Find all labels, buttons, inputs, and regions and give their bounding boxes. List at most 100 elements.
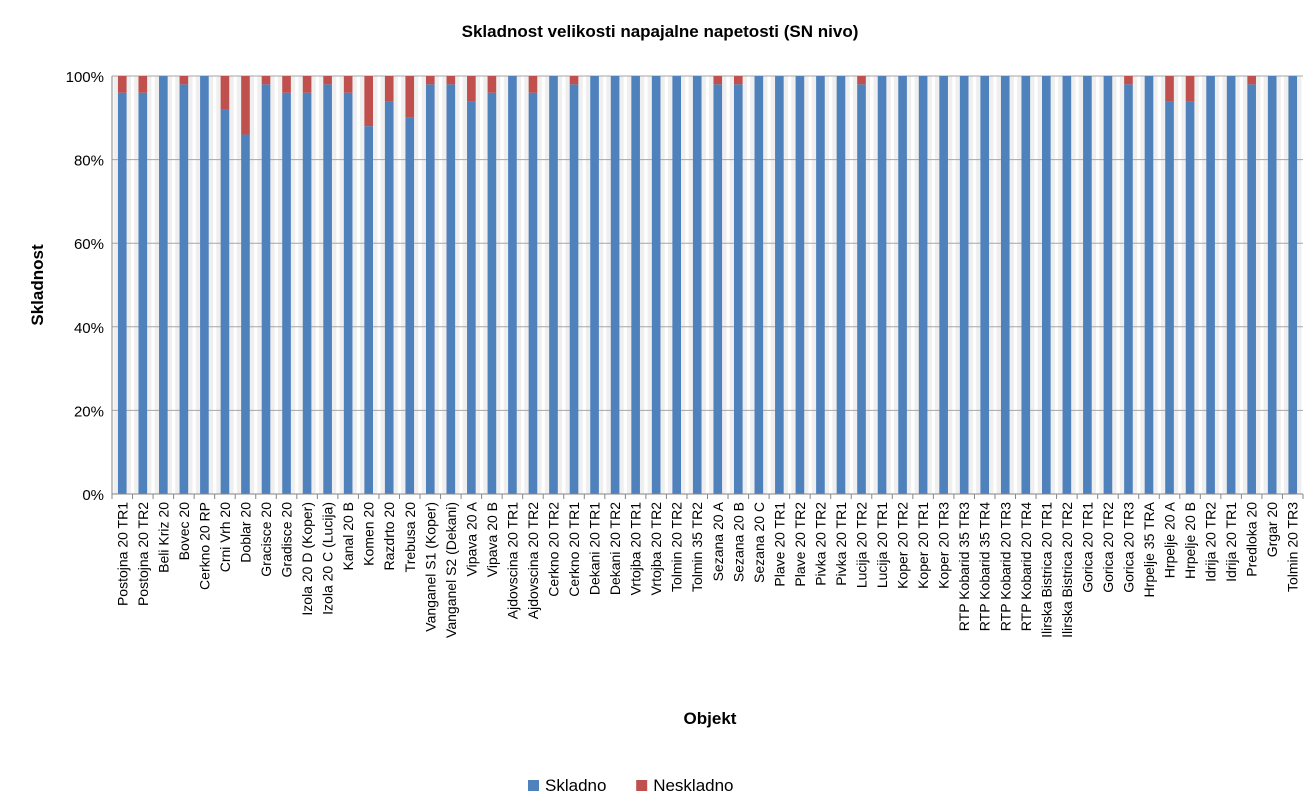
bar-skladno <box>877 76 887 494</box>
plot-background <box>113 76 1302 494</box>
y-tick-label: 40% <box>74 320 104 337</box>
bar-neskladno <box>343 76 353 93</box>
legend: Skladno Neskladno <box>528 776 734 795</box>
x-tick-label: Pivka 20 TR2 <box>812 502 828 586</box>
x-tick-label: Beli Kriz 20 <box>155 502 171 573</box>
bar-skladno <box>467 101 476 494</box>
x-tick-label: Plave 20 TR1 <box>771 502 787 587</box>
bar-skladno <box>733 84 743 495</box>
bar-skladno <box>1267 76 1277 494</box>
bar-skladno <box>651 76 661 494</box>
x-tick-label: Vanganel S1 (Koper) <box>422 502 438 632</box>
x-tick-label: RTP Kobarid 20 TR3 <box>997 502 1013 631</box>
bar-skladno <box>323 84 332 495</box>
x-tick-label: Vrtojba 20 TR1 <box>628 502 644 596</box>
bar-skladno <box>1000 76 1010 494</box>
bar-skladno <box>549 76 558 494</box>
bar-neskladno <box>138 76 148 93</box>
x-tick-label: RTP Kobarid 35 TR4 <box>977 502 993 631</box>
bar-skladno <box>220 109 230 494</box>
x-tick-label: Razdrto 20 <box>381 502 397 571</box>
y-tick-label: 80% <box>74 153 104 170</box>
legend-label: Neskladno <box>653 776 733 795</box>
bar-neskladno <box>733 76 743 85</box>
bar-skladno <box>159 76 168 494</box>
bar-skladno <box>857 84 866 495</box>
bar-skladno <box>425 84 435 495</box>
bar-skladno <box>384 101 394 494</box>
bar-skladno <box>302 92 312 494</box>
x-tick-label: Cerkno 20 TR1 <box>566 502 582 597</box>
x-tick-label: Plave 20 TR2 <box>792 502 808 587</box>
x-tick-label: Hrpelje 20 A <box>1162 501 1178 578</box>
x-tick-label: Koper 20 TR3 <box>936 502 952 589</box>
x-tick-label: Trebusa 20 <box>402 502 418 573</box>
bar-neskladno <box>261 76 271 85</box>
x-tick-label: Izola 20 C (Lucija) <box>320 502 336 615</box>
bar-skladno <box>1247 84 1256 495</box>
bar-skladno <box>898 76 907 494</box>
bar-neskladno <box>1165 76 1174 102</box>
bar-neskladno <box>569 76 579 85</box>
x-axis-label: Objekt <box>684 709 737 728</box>
bar-skladno <box>261 84 271 495</box>
bar-neskladno <box>241 76 250 135</box>
y-tick-label: 20% <box>74 403 104 420</box>
x-tick-label: Komen 20 <box>361 502 377 566</box>
bar-skladno <box>1062 76 1072 494</box>
legend-label: Skladno <box>545 776 606 795</box>
bar-skladno <box>508 76 517 494</box>
x-tick-label: Tolmin 35 TR2 <box>689 502 705 592</box>
x-tick-label: Hrpelje 35 TRA <box>1141 501 1157 597</box>
x-tick-label: Cerkno 20 TR2 <box>545 502 561 597</box>
bar-neskladno <box>117 76 127 93</box>
bar-skladno <box>795 76 805 494</box>
bar-skladno <box>672 76 682 494</box>
x-tick-label: Cerkno 20 RP <box>196 502 212 590</box>
x-tick-label: Gorica 20 TR2 <box>1100 502 1116 593</box>
x-tick-label: Sezana 20 C <box>751 502 767 583</box>
bar-skladno <box>1021 76 1031 494</box>
bar-neskladno <box>302 76 312 93</box>
bar-neskladno <box>1124 76 1133 85</box>
bar-skladno <box>713 84 723 495</box>
bar-skladno <box>918 76 928 494</box>
x-tick-label: RTP Kobarid 35 TR3 <box>956 502 972 631</box>
x-tick-label: Gorica 20 TR1 <box>1079 502 1095 593</box>
bar-neskladno <box>179 76 189 85</box>
bar-skladno <box>692 76 702 494</box>
legend-swatch <box>528 780 539 791</box>
x-tick-label: Vipava 20 B <box>484 502 500 577</box>
bar-neskladno <box>528 76 538 93</box>
x-tick-label: Ilirska Bistrica 20 TR2 <box>1059 502 1075 638</box>
bar-skladno <box>980 76 990 494</box>
bar-skladno <box>528 92 538 494</box>
x-tick-label: Vrtojba 20 TR2 <box>648 502 664 596</box>
x-tick-label: Hrpelje 20 B <box>1182 502 1198 579</box>
bar-skladno <box>1288 76 1298 494</box>
bar-skladno <box>282 92 291 494</box>
x-tick-label: Lucija 20 TR1 <box>874 502 890 588</box>
bar-skladno <box>117 92 127 494</box>
x-tick-labels: Postojna 20 TR1 Postojna 20 TR2 Beli Kriz … <box>114 501 1300 638</box>
legend-swatch <box>636 780 648 791</box>
x-tick-label: Gracisce 20 <box>258 502 274 577</box>
y-tick-labels: 0% 20% 40% 60% 80% 100% <box>66 69 104 504</box>
bar-skladno <box>405 117 415 495</box>
x-tick-label: Kanal 20 B <box>340 502 356 571</box>
bar-neskladno <box>282 76 291 93</box>
bar-skladno <box>487 92 497 494</box>
x-tick-label: Koper 20 TR2 <box>895 502 911 589</box>
x-tick-label: Dekani 20 TR1 <box>587 502 603 595</box>
bar-neskladno <box>384 76 394 102</box>
bar-neskladno <box>857 76 866 85</box>
bar-neskladno <box>467 76 476 102</box>
bar-skladno <box>959 76 969 494</box>
bar-neskladno <box>1247 76 1256 85</box>
x-tick-label: Tolmin 20 TR3 <box>1285 502 1301 592</box>
x-tick-label: Lucija 20 TR2 <box>854 502 870 588</box>
y-axis-label: Skladnost <box>28 244 47 326</box>
chart-title: Skladnost velikosti napajalne napetosti … <box>462 22 859 41</box>
